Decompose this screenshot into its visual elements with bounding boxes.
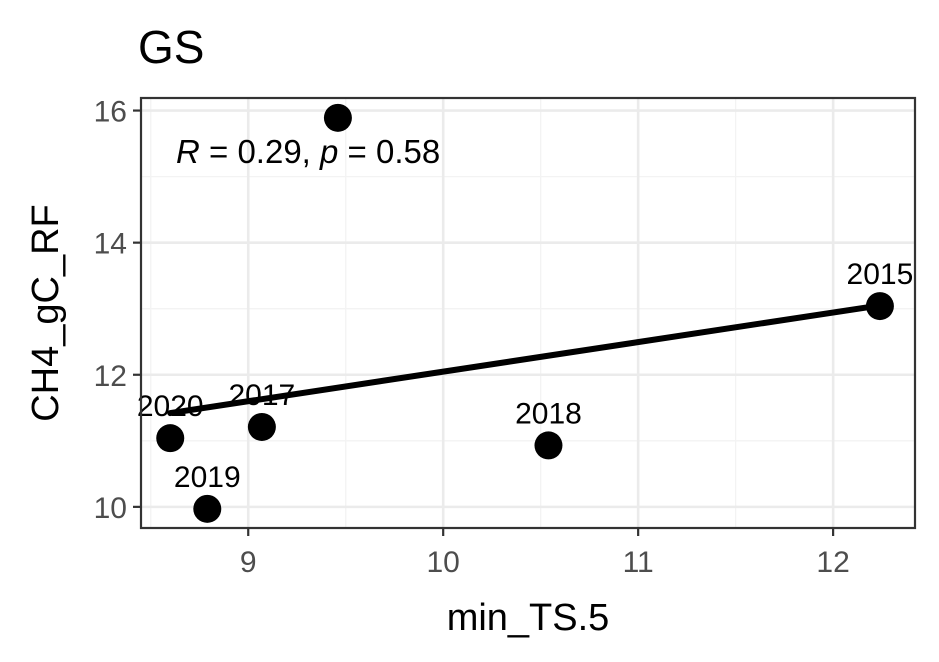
grid-lines: [141, 98, 915, 528]
y-axis: 10 12 14 16: [94, 96, 141, 525]
data-point-label: 2020: [137, 390, 204, 423]
data-point: [247, 412, 276, 441]
data-point-label: 2019: [174, 461, 241, 494]
p-value: = 0.58: [338, 133, 440, 170]
data-points: [156, 103, 894, 523]
regression-line: [167, 302, 883, 417]
data-point: [865, 292, 894, 321]
point-labels: 2015 2017 2018 2019 2020: [137, 258, 913, 494]
y-axis-label: CH4_gC_RF: [25, 204, 67, 422]
x-tick-label: 11: [623, 546, 654, 579]
data-point: [193, 494, 222, 523]
panel-border: [139, 96, 917, 530]
y-tick-label: 14: [94, 228, 127, 261]
data-point-label: 2017: [229, 379, 296, 412]
chart-title: GS: [138, 21, 204, 73]
r-symbol: R: [176, 133, 200, 170]
p-symbol: p: [319, 133, 338, 170]
data-point: [156, 424, 185, 453]
y-tick-label: 12: [94, 360, 127, 393]
data-point-label: 2015: [847, 258, 914, 291]
x-tick-label: 9: [240, 546, 257, 579]
r-value: = 0.29,: [200, 133, 320, 170]
x-tick-label: 12: [816, 546, 849, 579]
x-tick-label: 10: [427, 546, 460, 579]
correlation-annotation: R = 0.29, p = 0.58: [176, 133, 440, 170]
x-axis-label: min_TS.5: [447, 597, 610, 639]
data-point-label: 2018: [515, 397, 582, 430]
y-tick-label: 10: [94, 492, 127, 525]
data-point: [534, 431, 563, 460]
data-point: [323, 103, 352, 132]
y-tick-label: 16: [94, 96, 127, 129]
x-axis: 9 10 11 12: [240, 528, 850, 579]
